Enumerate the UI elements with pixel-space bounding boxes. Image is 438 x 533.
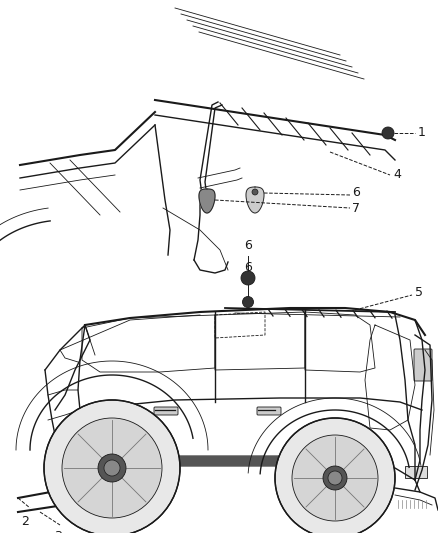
Text: 3: 3: [54, 530, 62, 533]
FancyBboxPatch shape: [414, 349, 432, 381]
Text: 2: 2: [21, 515, 29, 528]
Circle shape: [275, 418, 395, 533]
Circle shape: [252, 189, 258, 195]
Text: 6: 6: [244, 261, 252, 274]
Circle shape: [292, 435, 378, 521]
Polygon shape: [199, 189, 215, 213]
Text: 5: 5: [415, 286, 423, 298]
Text: 4: 4: [393, 168, 401, 182]
Text: 6: 6: [352, 187, 360, 199]
Circle shape: [241, 271, 255, 285]
Polygon shape: [246, 187, 264, 213]
Circle shape: [98, 454, 126, 482]
Circle shape: [328, 471, 342, 485]
Text: 7: 7: [352, 201, 360, 214]
FancyBboxPatch shape: [405, 466, 427, 478]
Circle shape: [323, 466, 347, 490]
Circle shape: [243, 296, 254, 308]
Polygon shape: [95, 456, 365, 472]
Text: 6: 6: [244, 239, 252, 252]
Circle shape: [382, 127, 394, 139]
FancyBboxPatch shape: [257, 407, 281, 415]
Circle shape: [62, 418, 162, 518]
FancyBboxPatch shape: [154, 407, 178, 415]
Circle shape: [104, 460, 120, 476]
Circle shape: [44, 400, 180, 533]
Text: 1: 1: [418, 126, 426, 140]
